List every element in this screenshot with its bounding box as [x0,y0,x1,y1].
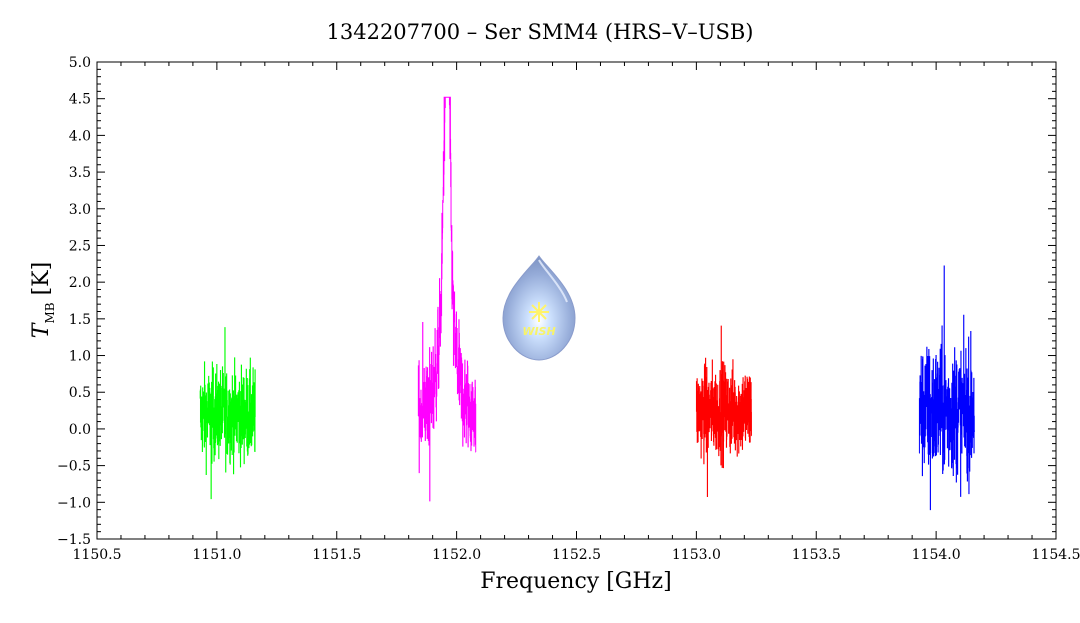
y-axis-unit: [K] [29,262,54,303]
y-tick-label: 4.5 [69,92,91,108]
wish-logo-label: WISH [522,325,555,338]
y-tick-label: 1.0 [69,349,91,365]
y-tick-label: 5.0 [69,55,91,71]
spectrum-series-4 [919,266,974,510]
x-tick-label: 1152.0 [432,547,481,563]
x-axis-label: Frequency [GHz] [480,569,672,594]
y-tick-label: −1.0 [57,495,91,511]
plot-frame [97,62,1056,539]
x-tick-label: 1153.0 [672,547,721,563]
x-tick-label: 1150.5 [73,547,122,563]
spectrum-series-3 [696,326,751,496]
series-layer [200,97,975,509]
y-tick-label: −0.5 [57,459,91,475]
y-tick-label: 0.0 [69,422,91,438]
wish-logo: WISH [503,256,575,360]
y-tick-label: −1.5 [57,532,91,548]
y-axis-subscript: MB [43,302,57,323]
y-tick-label: 3.5 [69,165,91,181]
y-tick-label: 2.0 [69,275,91,291]
spectrum-series-2 [418,97,476,501]
spectrum-series-1 [200,328,255,499]
x-tick-label: 1151.0 [192,547,241,563]
x-tick-label: 1154.5 [1032,547,1080,563]
wish-star-icon [529,302,549,322]
y-tick-label: 4.0 [69,128,91,144]
y-tick-label: 2.5 [69,238,91,254]
x-tick-label: 1154.0 [912,547,961,563]
x-tick-label: 1151.5 [312,547,361,563]
y-tick-label: 1.5 [69,312,91,328]
x-tick-label: 1152.5 [552,547,601,563]
chart-title: 1342207700 – Ser SMM4 (HRS–V–USB) [327,20,754,44]
y-tick-label: 3.0 [69,202,91,218]
x-tick-label: 1153.5 [792,547,841,563]
y-axis-label: TMB [K] [29,262,57,338]
y-tick-label: 0.5 [69,385,91,401]
